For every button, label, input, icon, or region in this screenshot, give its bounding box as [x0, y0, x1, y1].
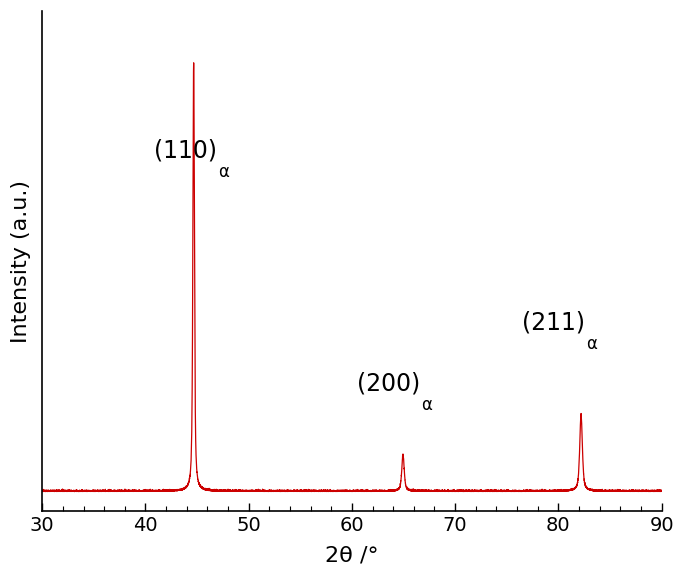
Text: α: α [218, 163, 229, 181]
Text: (200): (200) [357, 371, 421, 395]
Text: α: α [586, 335, 597, 353]
Text: α: α [421, 396, 432, 414]
X-axis label: 2θ /°: 2θ /° [325, 546, 379, 566]
Text: (110): (110) [153, 138, 216, 163]
Y-axis label: Intensity (a.u.): Intensity (a.u.) [11, 179, 31, 343]
Text: (211): (211) [522, 311, 585, 335]
